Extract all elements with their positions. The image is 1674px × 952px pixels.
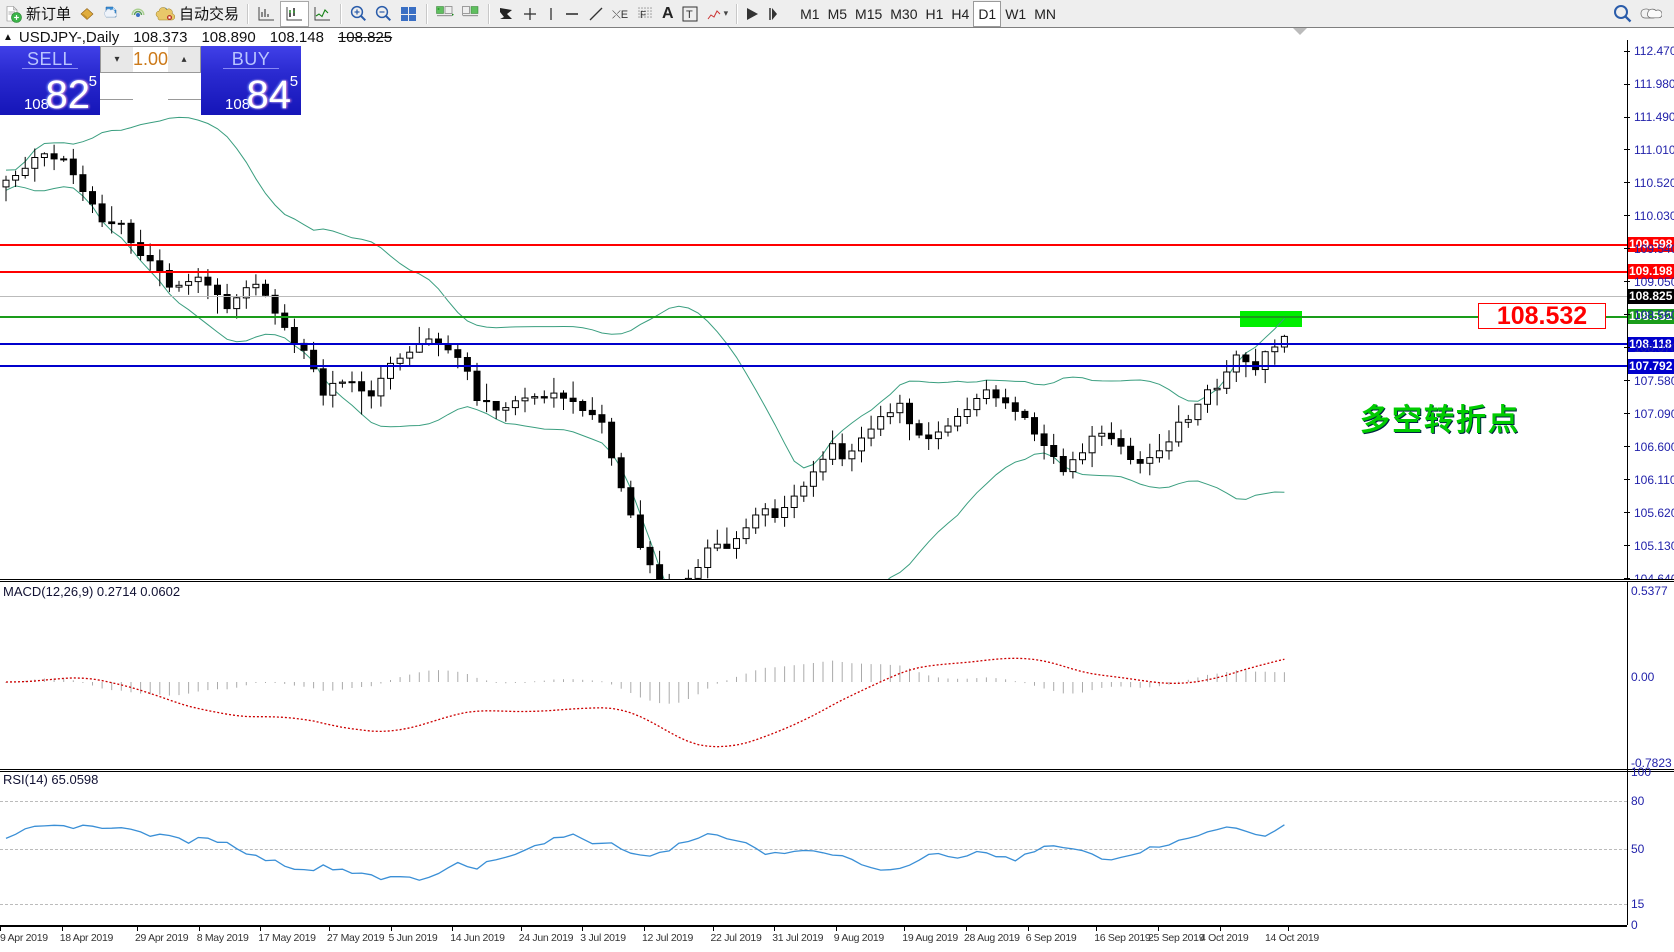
svg-text:F: F	[640, 10, 646, 21]
svg-text:T: T	[686, 9, 693, 21]
svg-text:⤬E: ⤬E	[612, 9, 628, 21]
